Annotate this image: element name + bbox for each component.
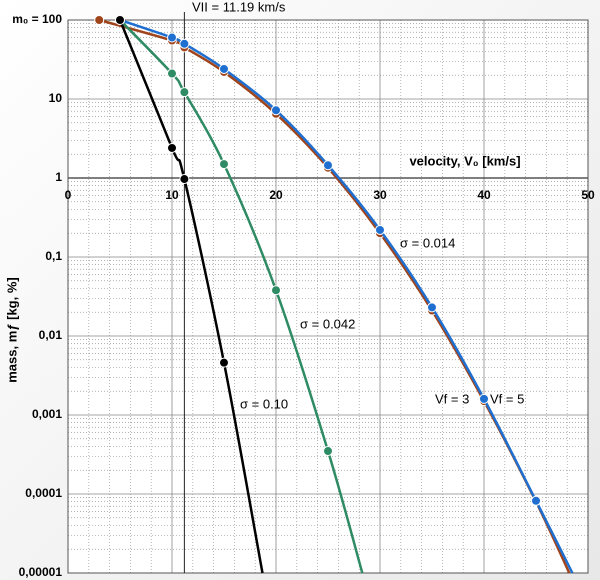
data-point: [271, 285, 281, 296]
series-label: σ = 0.10: [240, 396, 288, 411]
x-tick-label: 40: [477, 188, 491, 202]
data-point: [271, 105, 281, 116]
x-tick-label: 10: [165, 188, 179, 202]
data-point: [179, 87, 190, 98]
annotation: σ = 0.014: [400, 235, 455, 250]
series-label: σ = 0.042: [300, 316, 355, 331]
data-point: [179, 174, 190, 185]
y-tick-label: 10: [49, 91, 63, 105]
y-tick-label: 0,001: [32, 407, 62, 421]
data-point: [427, 302, 437, 313]
data-point: [479, 393, 489, 404]
data-point: [167, 142, 177, 153]
y-tick-label: 0,0001: [25, 486, 62, 500]
annotation: VII = 11.19 km/s: [192, 0, 286, 14]
x-tick-label: 20: [269, 188, 283, 202]
x-axis-label: velocity, V₀ [km/s]: [409, 153, 520, 168]
y-tick-label: 0,00001: [19, 565, 63, 579]
y-tick-label: 0,01: [39, 328, 63, 342]
data-point: [323, 446, 333, 457]
data-point: [219, 63, 229, 74]
data-point: [167, 68, 177, 79]
data-point: [219, 357, 229, 368]
series-line: [118, 19, 264, 574]
plot-area: [68, 20, 588, 573]
y-axis-label: mass, mƒ [kg, %]: [4, 277, 19, 383]
x-tick-label: 0: [65, 188, 72, 202]
x-tick-label: 50: [581, 188, 595, 202]
y-tick-label: m₀ = 100: [12, 12, 62, 26]
data-point: [323, 160, 333, 171]
series-label: Vf = 5: [490, 391, 524, 406]
data-point: [167, 32, 177, 43]
y-tick-label: 1: [55, 170, 62, 184]
series-label: Vf = 3: [435, 391, 469, 406]
data-point: [115, 15, 125, 25]
data-point: [179, 38, 190, 49]
data-point: [531, 495, 541, 506]
y-tick-label: 0,1: [45, 249, 62, 263]
data-point: [375, 224, 385, 235]
data-point: [94, 15, 105, 25]
plot-frame: [67, 19, 589, 574]
data-point: [219, 159, 229, 170]
x-tick-label: 30: [373, 188, 387, 202]
